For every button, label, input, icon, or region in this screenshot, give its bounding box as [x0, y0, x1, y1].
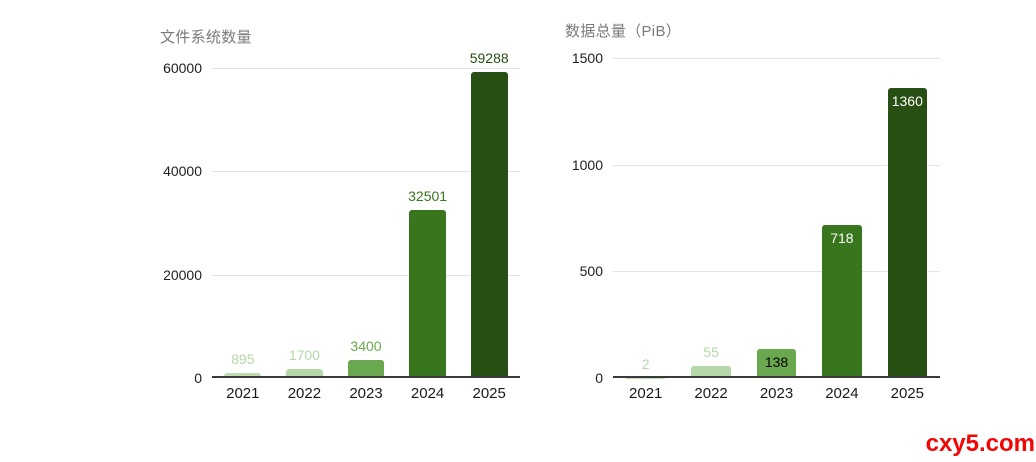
bar-2025 [887, 87, 927, 378]
bar-value-label: 1360 [891, 92, 923, 109]
x-axis-line [212, 376, 520, 378]
gridline [613, 58, 940, 59]
gridline [613, 271, 940, 273]
y-tick-label: 60000 [163, 60, 202, 76]
x-tick-label: 2021 [226, 385, 260, 402]
y-tick-label: 1500 [571, 50, 603, 66]
watermark-text: cxy5.com [925, 430, 1035, 457]
bar-value-label: 55 [703, 344, 719, 361]
bar-value-label: 1700 [288, 347, 320, 364]
x-axis-line [613, 376, 940, 378]
bar-2023 [347, 360, 385, 378]
bar-2022 [691, 366, 731, 378]
data-volume-chart: 数据总量（PiB） 0 500 1000 1500 2 2021 55 2022 138 2023… [565, 18, 957, 438]
gridline [613, 164, 940, 166]
plot-area: 0 20000 40000 60000 895 2021 1700 2022 3400 2023 3… [163, 50, 520, 402]
bar-2024 [409, 210, 447, 378]
gridline [212, 68, 520, 69]
bar-value-label: 895 [231, 351, 255, 368]
chart-title: 数据总量（PiB） [565, 23, 682, 40]
x-tick-label: 2021 [629, 385, 663, 402]
y-tick-label: 20000 [163, 266, 202, 283]
gridline [212, 171, 520, 173]
x-tick-label: 2024 [410, 385, 445, 402]
bar-value-label: 138 [764, 353, 789, 370]
bar-2023 [756, 348, 797, 378]
x-tick-label: 2025 [890, 385, 924, 402]
bar-value-label: 32501 [408, 188, 448, 205]
x-tick-label: 2022 [287, 385, 322, 402]
y-tick-label: 1000 [571, 156, 603, 173]
bar-2025 [470, 71, 508, 378]
plot-area: 0 500 1000 1500 2 2021 55 2022 138 2023 718 2024 136… [572, 50, 940, 402]
gridline [212, 274, 520, 276]
x-tick-label: 2022 [694, 385, 728, 402]
y-tick-label: 0 [595, 370, 603, 386]
x-tick-label: 2025 [472, 385, 506, 402]
bar-value-label: 718 [830, 229, 854, 246]
filesystem-count-chart: 文件系统数量 0 20000 40000 60000 895 2021 1700 2022 34… [160, 18, 532, 438]
bar-value-label: 3400 [350, 338, 382, 355]
y-tick-label: 0 [194, 370, 202, 386]
chart-title: 文件系统数量 [160, 29, 252, 46]
y-tick-label: 40000 [163, 163, 202, 180]
bar-2024 [822, 224, 862, 378]
bar-value-label: 2 [641, 355, 650, 372]
x-tick-label: 2023 [759, 385, 794, 402]
y-tick-label: 500 [579, 263, 603, 280]
bar-value-label: 59288 [469, 49, 509, 66]
x-tick-label: 2024 [825, 385, 859, 402]
bar-2022 [285, 369, 323, 378]
x-tick-label: 2023 [349, 385, 383, 402]
bar-2021 [224, 373, 262, 378]
